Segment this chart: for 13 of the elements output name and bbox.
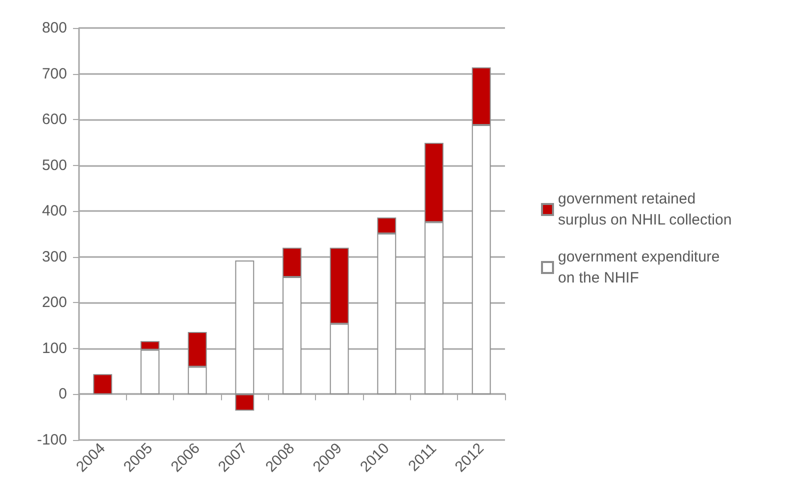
y-tick-label: 400 [42, 202, 67, 220]
y-tick-label: -100 [36, 431, 67, 448]
y-tick-label: 500 [42, 156, 67, 174]
y-tick-label: 800 [42, 20, 67, 36]
y-tick-label: 200 [42, 294, 67, 312]
legend-label: government expenditure on the NHIF [558, 248, 724, 286]
legend-label: government retained surplus on NHIL collection [558, 190, 732, 228]
bar [93, 374, 112, 394]
y-tick-label: 100 [42, 340, 67, 357]
y-tick-label: 0 [58, 386, 67, 403]
y-tick-label: 300 [42, 248, 67, 266]
y-tick-label: 600 [42, 111, 67, 128]
y-tick-label: 700 [42, 65, 67, 82]
